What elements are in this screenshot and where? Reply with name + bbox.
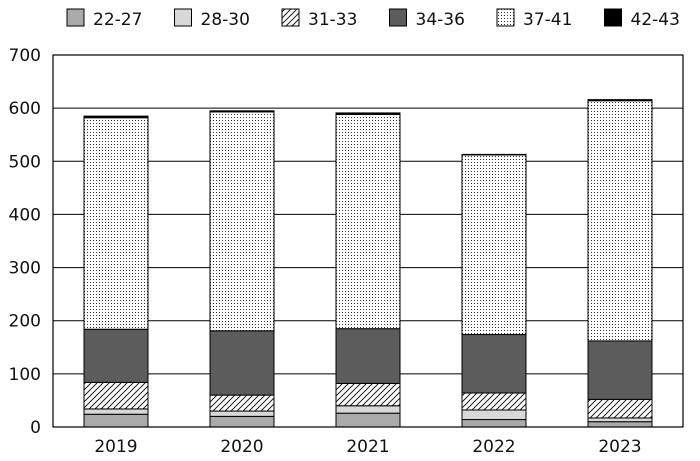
bar-segment-42-43-2022 (461, 153, 527, 156)
legend: 22-27 28-30 31-33 34-36 37-41 42-43 (66, 8, 680, 30)
legend-item-28-30: 28-30 (174, 8, 250, 30)
bar-segment-31-33-2020 (209, 394, 275, 412)
y-tick-label: 300 (9, 259, 41, 279)
legend-item-37-41: 37-41 (496, 8, 572, 30)
bar-stack-2022 (461, 153, 527, 428)
bar-segment-31-33-2023 (587, 398, 653, 419)
x-tick-label: 2022 (472, 437, 515, 457)
bar-segment-37-41-2023 (587, 100, 653, 342)
legend-label: 34-36 (416, 10, 465, 30)
x-tick-label: 2020 (220, 437, 263, 457)
bar-segment-28-30-2020 (209, 410, 275, 417)
bar-segment-37-41-2019 (83, 117, 149, 330)
x-tick-label: 2023 (598, 437, 641, 457)
legend-swatch (174, 8, 192, 27)
y-tick-label: 500 (9, 152, 41, 172)
bars (83, 99, 653, 428)
legend-label: 22-27 (93, 10, 142, 30)
bar-segment-37-41-2020 (209, 111, 275, 332)
bar-segment-42-43-2020 (209, 110, 275, 113)
bar-segment-31-33-2019 (83, 381, 149, 410)
legend-swatch (496, 8, 515, 27)
legend-label: 28-30 (201, 10, 250, 30)
bar-segment-34-36-2021 (335, 328, 401, 384)
legend-label: 31-33 (308, 10, 357, 30)
bar-segment-22-27-2019 (83, 413, 149, 428)
y-tick-label: 200 (9, 312, 41, 332)
bar-segment-42-43-2021 (335, 112, 401, 116)
bar-segment-28-30-2019 (83, 408, 149, 415)
y-axis: 0 100 200 300 400 500 600 700 (9, 46, 41, 438)
bar-segment-22-27-2023 (587, 421, 653, 428)
bar-segment-42-43-2023 (587, 99, 653, 102)
bar-segment-34-36-2022 (461, 334, 527, 394)
x-axis: 2019 2020 2021 2022 2023 (94, 437, 641, 457)
bar-segment-22-27-2021 (335, 412, 401, 428)
legend-swatch (389, 8, 407, 27)
bar-segment-22-27-2022 (461, 419, 527, 428)
bar-stack-2020 (209, 110, 275, 428)
bar-stack-2023 (587, 99, 653, 428)
x-tick-label: 2019 (94, 437, 137, 457)
y-tick-label: 600 (9, 99, 41, 119)
legend-item-22-27: 22-27 (66, 8, 142, 30)
bar-segment-22-27-2020 (209, 415, 275, 428)
y-tick-label: 400 (9, 205, 41, 225)
bar-stack-2019 (83, 115, 149, 428)
bar-segment-31-33-2021 (335, 382, 401, 407)
legend-label: 42-43 (631, 10, 680, 30)
bar-segment-37-41-2022 (461, 154, 527, 336)
bar-segment-31-33-2022 (461, 392, 527, 411)
bar-segment-34-36-2023 (587, 340, 653, 400)
legend-swatch (66, 8, 85, 27)
legend-item-31-33: 31-33 (281, 8, 357, 30)
bar-segment-34-36-2020 (209, 330, 275, 396)
bar-stack-2021 (335, 112, 401, 428)
x-tick-label: 2021 (346, 437, 389, 457)
legend-label: 37-41 (523, 10, 572, 30)
y-tick-label: 100 (9, 365, 41, 385)
bar-segment-42-43-2019 (83, 115, 149, 119)
y-tick-label: 700 (9, 46, 41, 66)
bar-segment-28-30-2021 (335, 405, 401, 414)
bar-segment-28-30-2023 (587, 417, 653, 423)
legend-item-42-43: 42-43 (604, 8, 680, 30)
legend-swatch (281, 8, 300, 27)
bar-segment-28-30-2022 (461, 409, 527, 421)
legend-item-34-36: 34-36 (389, 8, 465, 30)
legend-swatch (604, 8, 622, 27)
plot-frame (52, 54, 684, 428)
bar-segment-34-36-2019 (83, 328, 149, 383)
bar-segment-37-41-2021 (335, 114, 401, 330)
y-tick-label: 0 (30, 418, 41, 438)
